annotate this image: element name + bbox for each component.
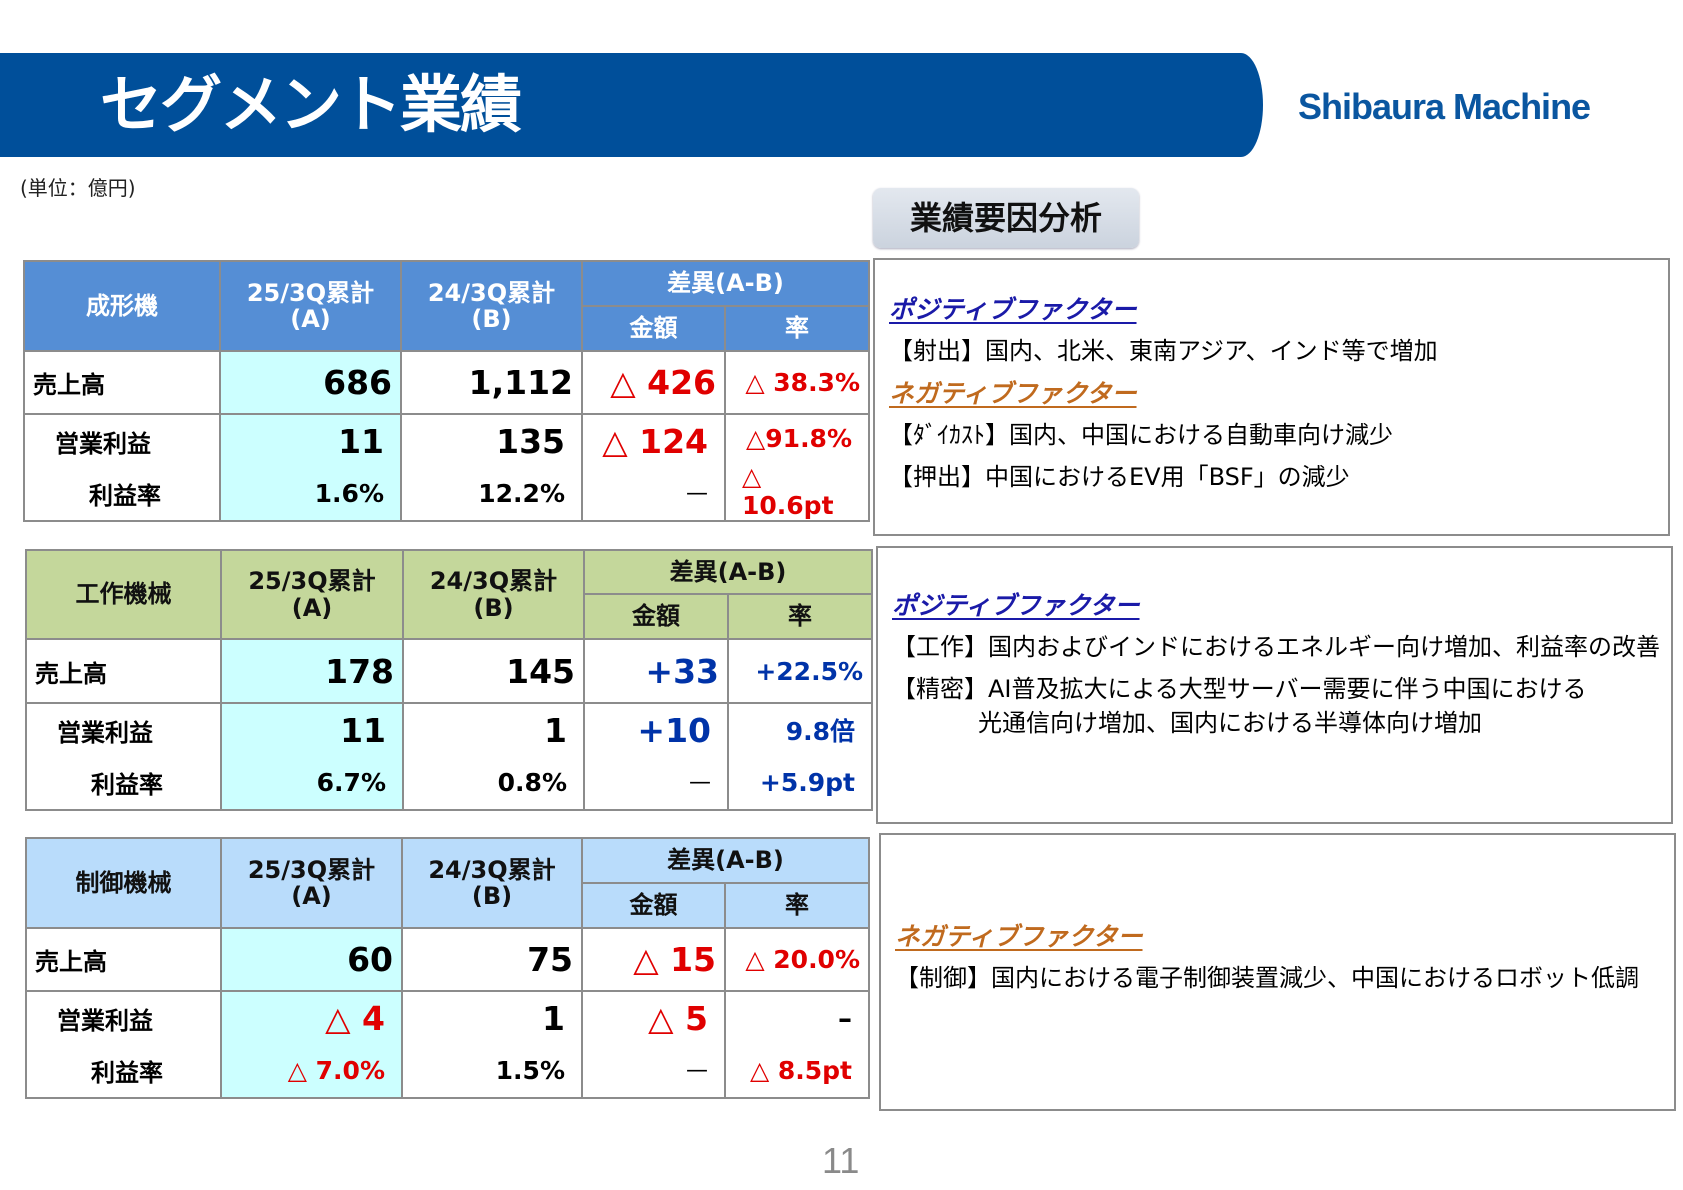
amount-header: 金額 (583, 593, 729, 640)
amount-header: 金額 (581, 882, 726, 929)
row-label: 営業利益 利益率 (23, 413, 221, 522)
segment-name: 制御機械 (25, 837, 222, 929)
company-logo: Shibaura Machine (1298, 86, 1591, 127)
negative-factor-label: ネガティブファクター (889, 379, 1137, 408)
value-b: 1,112 (400, 350, 583, 415)
value-a: 11 6.7% (220, 702, 404, 811)
value-rate: 9.8倍 +5.9pt (726, 702, 874, 811)
value-a: 178 (220, 638, 404, 704)
unit-label: (単位：億円) (20, 176, 136, 200)
row-label: 営業利益 利益率 (25, 990, 222, 1099)
value-a: 11 1.6% (219, 413, 402, 522)
prior-period-header: 24/3Q累計 (B) (400, 260, 583, 352)
value-rate: – △ 8.5pt (723, 990, 871, 1099)
rate-header: 率 (723, 305, 871, 352)
row-label: 売上高 (23, 350, 221, 415)
segment-name: 工作機械 (25, 549, 222, 640)
value-rate: △ 38.3% (723, 350, 871, 415)
factor-item: 【精密】AI普及拡大による大型サーバー需要に伴う中国における (892, 675, 1587, 703)
value-rate: +22.5% (726, 638, 874, 704)
value-diff: △ 124— (581, 413, 726, 522)
value-diff: △ 426 (581, 350, 726, 415)
rate-header: 率 (723, 882, 871, 929)
analysis-box-control: ネガティブファクター 【制御】国内における電子制御装置減少、中国におけるロボット… (879, 833, 1676, 1111)
factor-item: 【工作】国内およびインドにおけるエネルギー向け増加、利益率の改善 (892, 633, 1660, 661)
negative-factor-label: ネガティブファクター (895, 922, 1143, 951)
segment-name: 成形機 (23, 260, 221, 352)
prior-period-header: 24/3Q累計 (B) (401, 837, 583, 929)
value-b: 1 0.8% (402, 702, 585, 811)
analysis-box-machine-tools: ポジティブファクター 【工作】国内およびインドにおけるエネルギー向け増加、利益率… (876, 546, 1673, 824)
factor-item-continuation: 光通信向け増加、国内における半導体向け増加 (978, 709, 1482, 737)
value-rate: △91.8% △ 10.6pt (723, 413, 871, 522)
row-label: 営業利益 利益率 (25, 702, 222, 811)
table-row-op-profit: 営業利益 利益率 △ 4 △ 7.0% 1 1.5% △ 5— – △ 8.5pt (25, 990, 871, 1099)
row-label: 売上高 (25, 638, 222, 704)
current-period-header: 25/3Q累計 (A) (220, 549, 404, 640)
table-row-sales: 売上高 60 75 △ 15 △ 20.0% (25, 927, 871, 992)
value-a: 686 (219, 350, 402, 415)
table-row-op-profit: 営業利益 利益率 11 6.7% 1 0.8% +10— 9.8倍 +5.9pt (25, 702, 874, 811)
factor-item: 【ﾀﾞｲｶｽﾄ】国内、中国における自動車向け減少 (889, 421, 1393, 449)
value-rate: △ 20.0% (723, 927, 871, 992)
page-title: セグメント業績 (100, 68, 522, 141)
current-period-header: 25/3Q累計 (A) (219, 260, 402, 352)
factor-item: 【押出】中国におけるEV用「BSF」の減少 (889, 463, 1350, 491)
analysis-title: 業績要因分析 (873, 188, 1139, 248)
factor-item: 【制御】国内における電子制御装置減少、中国におけるロボット低調 (895, 964, 1639, 992)
value-b: 145 (402, 638, 585, 704)
rate-header: 率 (726, 593, 874, 640)
value-a: △ 4 △ 7.0% (220, 990, 403, 1099)
segment-table-molding: 成形機 25/3Q累計 (A) 24/3Q累計 (B) 差異(A-B) 金額 率 売… (23, 260, 871, 522)
factor-item: 【射出】国内、北米、東南アジア、インド等で増加 (889, 337, 1438, 365)
diff-header: 差異(A-B) (580, 260, 871, 307)
current-period-header: 25/3Q累計 (A) (220, 837, 403, 929)
row-label: 売上高 (25, 927, 222, 992)
table-row-op-profit: 営業利益 利益率 11 1.6% 135 12.2% △ 124— △91.8% △ 1… (23, 413, 871, 522)
diff-header: 差異(A-B) (582, 549, 874, 595)
analysis-box-molding: ポジティブファクター 【射出】国内、北米、東南アジア、インド等で増加 ネガティブ… (873, 258, 1670, 536)
prior-period-header: 24/3Q累計 (B) (402, 549, 585, 640)
value-a: 60 (220, 927, 403, 992)
page-number: 11 (822, 1140, 860, 1181)
segment-table-control: 制御機械 25/3Q累計 (A) 24/3Q累計 (B) 差異(A-B) 金額 率 … (25, 837, 871, 1099)
value-diff: △ 5— (581, 990, 726, 1099)
positive-factor-label: ポジティブファクター (889, 295, 1137, 324)
segment-table-machine-tools: 工作機械 25/3Q累計 (A) 24/3Q累計 (B) 差異(A-B) 金額 率 … (25, 549, 874, 811)
value-diff: +10— (583, 702, 729, 811)
value-diff: △ 15 (581, 927, 726, 992)
value-b: 1 1.5% (401, 990, 583, 1099)
table-row-sales: 売上高 686 1,112 △ 426 △ 38.3% (23, 350, 871, 415)
title-band: セグメント業績 (0, 53, 1263, 157)
value-b: 75 (401, 927, 583, 992)
positive-factor-label: ポジティブファクター (892, 591, 1140, 620)
table-row-sales: 売上高 178 145 +33 +22.5% (25, 638, 874, 704)
diff-header: 差異(A-B) (580, 837, 871, 884)
amount-header: 金額 (581, 305, 726, 352)
value-b: 135 12.2% (400, 413, 583, 522)
value-diff: +33 (583, 638, 729, 704)
